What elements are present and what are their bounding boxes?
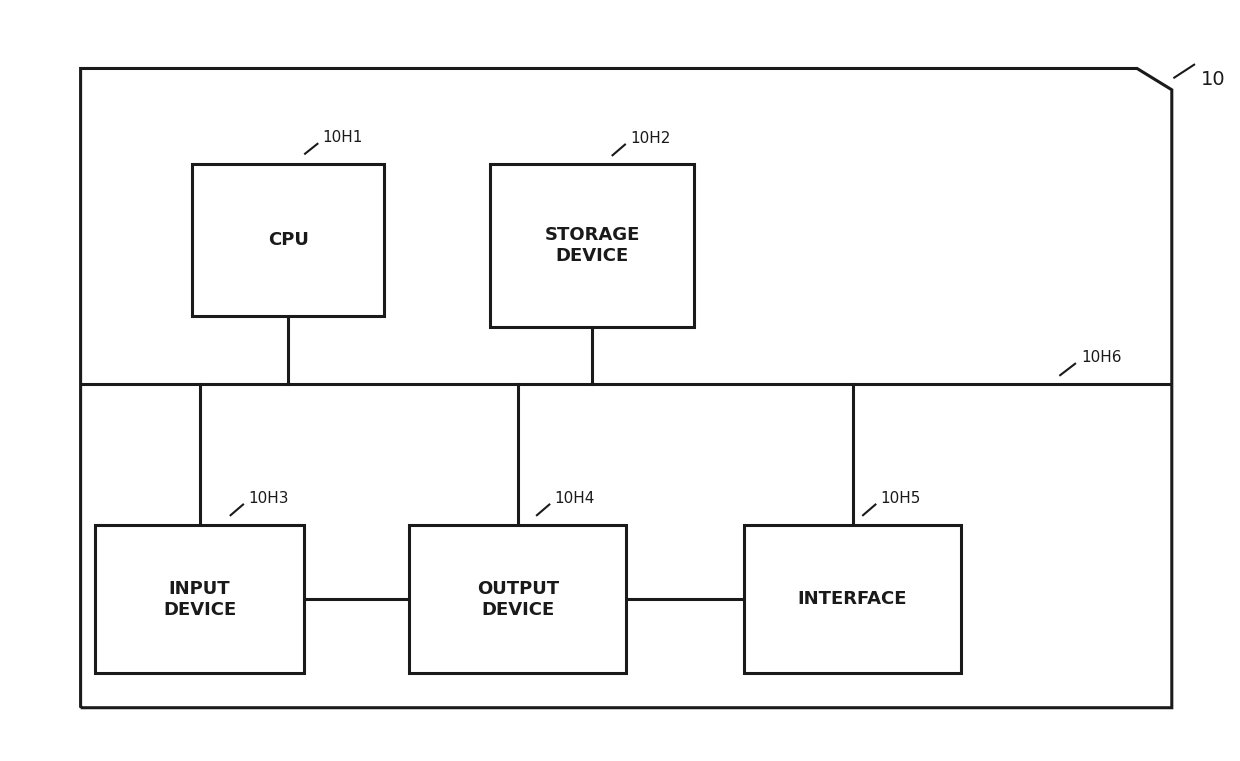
Text: INTERFACE: INTERFACE [797, 591, 908, 608]
Text: 10: 10 [1200, 71, 1225, 89]
Text: 10H1: 10H1 [322, 129, 363, 145]
Text: CPU: CPU [268, 231, 309, 249]
Text: STORAGE
DEVICE: STORAGE DEVICE [544, 226, 640, 265]
Text: 10H5: 10H5 [880, 491, 921, 506]
Text: OUTPUT
DEVICE: OUTPUT DEVICE [476, 580, 559, 619]
Bar [490, 164, 694, 327]
Text: 10H6: 10H6 [1081, 350, 1122, 365]
Text: 10H2: 10H2 [630, 131, 671, 146]
Text: 10H4: 10H4 [554, 491, 595, 506]
Text: 10H3: 10H3 [248, 491, 289, 506]
Bar [192, 164, 384, 316]
Text: INPUT
DEVICE: INPUT DEVICE [162, 580, 237, 619]
Bar [409, 525, 626, 673]
Bar [744, 525, 961, 673]
Bar [95, 525, 304, 673]
